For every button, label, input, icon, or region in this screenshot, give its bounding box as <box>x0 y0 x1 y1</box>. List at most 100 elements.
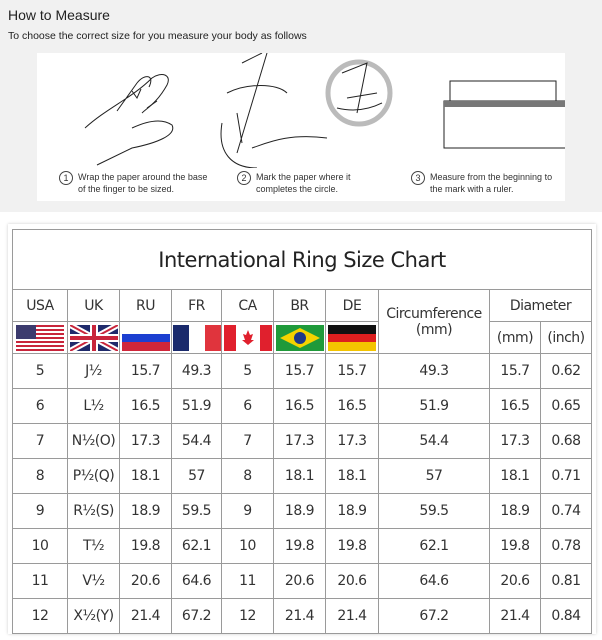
cell-ca: 12 <box>221 598 274 634</box>
step-number: 2 <box>237 171 251 185</box>
cell-diameter-mm: 19.8 <box>489 528 541 564</box>
canada-flag <box>221 321 274 354</box>
cell-ru: 21.4 <box>119 598 172 634</box>
cell-uk: X½(Y) <box>67 598 120 634</box>
cell-diameter-inch: 0.65 <box>540 388 592 424</box>
cell-br: 18.9 <box>273 493 326 529</box>
chart-title: International Ring Size Chart <box>12 229 592 290</box>
cell-br: 21.4 <box>273 598 326 634</box>
cell-usa: 6 <box>12 388 68 424</box>
cell-circumference: 49.3 <box>378 353 490 389</box>
cell-ca: 8 <box>221 458 274 494</box>
cell-diameter-inch: 0.84 <box>540 598 592 634</box>
cell-de: 20.6 <box>325 563 379 599</box>
cell-diameter-mm: 18.9 <box>489 493 541 529</box>
cell-fr: 64.6 <box>171 563 222 599</box>
cell-usa: 10 <box>12 528 68 564</box>
cell-uk: N½(O) <box>67 423 120 459</box>
germany-flag <box>325 321 379 354</box>
header-diameter-mm: (mm) <box>489 321 541 354</box>
step-2: 2 Mark the paper where it completes the … <box>237 171 377 195</box>
cell-ru: 20.6 <box>119 563 172 599</box>
cell-br: 19.8 <box>273 528 326 564</box>
cell-uk: J½ <box>67 353 120 389</box>
cell-fr: 67.2 <box>171 598 222 634</box>
header-de: DE <box>325 289 379 322</box>
cell-diameter-mm: 15.7 <box>489 353 541 389</box>
cell-de: 18.1 <box>325 458 379 494</box>
step-number: 3 <box>411 171 425 185</box>
cell-diameter-mm: 21.4 <box>489 598 541 634</box>
cell-circumference: 67.2 <box>378 598 490 634</box>
step-text: Wrap the paper around the base of the fi… <box>78 172 208 194</box>
table-row: 12 X½(Y) 21.4 67.2 12 21.4 21.4 67.2 21.4 0.84 <box>12 598 592 634</box>
circumference-label: Circumference <box>386 305 482 322</box>
cell-usa: 12 <box>12 598 68 634</box>
cell-de: 17.3 <box>325 423 379 459</box>
cell-ca: 5 <box>221 353 274 389</box>
cell-uk: P½(Q) <box>67 458 120 494</box>
cell-usa: 9 <box>12 493 68 529</box>
cell-usa: 11 <box>12 563 68 599</box>
step-text: Mark the paper where it completes the ci… <box>256 172 351 194</box>
france-flag <box>171 321 222 354</box>
table-row: 11 V½ 20.6 64.6 11 20.6 20.6 64.6 20.6 0.81 <box>12 563 592 599</box>
cell-uk: R½(S) <box>67 493 120 529</box>
table-row: 9 R½(S) 18.9 59.5 9 18.9 18.9 59.5 18.9 0.74 <box>12 493 592 529</box>
cell-ca: 6 <box>221 388 274 424</box>
step-3: 3 Measure from the beginning to the mark… <box>411 171 561 195</box>
cell-fr: 54.4 <box>171 423 222 459</box>
cell-usa: 7 <box>12 423 68 459</box>
header-ru: RU <box>119 289 172 322</box>
cell-circumference: 57 <box>378 458 490 494</box>
uk-flag <box>67 321 120 354</box>
cell-br: 15.7 <box>273 353 326 389</box>
cell-diameter-inch: 0.71 <box>540 458 592 494</box>
cell-uk: V½ <box>67 563 120 599</box>
cell-diameter-inch: 0.62 <box>540 353 592 389</box>
header-ca: CA <box>221 289 274 322</box>
brazil-flag <box>273 321 326 354</box>
step-text: Measure from the beginning to the mark w… <box>430 172 553 194</box>
cell-de: 19.8 <box>325 528 379 564</box>
cell-fr: 49.3 <box>171 353 222 389</box>
header-uk: UK <box>67 289 120 322</box>
table-row: 8 P½(Q) 18.1 57 8 18.1 18.1 57 18.1 0.71 <box>12 458 592 494</box>
step-number: 1 <box>59 171 73 185</box>
cell-diameter-mm: 17.3 <box>489 423 541 459</box>
cell-ru: 18.9 <box>119 493 172 529</box>
cell-fr: 59.5 <box>171 493 222 529</box>
cell-uk: L½ <box>67 388 120 424</box>
section-title: How to Measure <box>8 7 110 23</box>
cell-de: 21.4 <box>325 598 379 634</box>
cell-circumference: 64.6 <box>378 563 490 599</box>
russia-flag <box>119 321 172 354</box>
cell-circumference: 62.1 <box>378 528 490 564</box>
cell-ru: 17.3 <box>119 423 172 459</box>
cell-de: 16.5 <box>325 388 379 424</box>
cell-br: 20.6 <box>273 563 326 599</box>
cell-ru: 18.1 <box>119 458 172 494</box>
header-circumference: Circumference (mm) <box>378 289 490 354</box>
cell-diameter-mm: 18.1 <box>489 458 541 494</box>
cell-diameter-mm: 20.6 <box>489 563 541 599</box>
cell-diameter-inch: 0.81 <box>540 563 592 599</box>
cell-uk: T½ <box>67 528 120 564</box>
cell-diameter-inch: 0.68 <box>540 423 592 459</box>
cell-br: 16.5 <box>273 388 326 424</box>
cell-ru: 19.8 <box>119 528 172 564</box>
table-row: 6 L½ 16.5 51.9 6 16.5 16.5 51.9 16.5 0.65 <box>12 388 592 424</box>
ring-size-table: International Ring Size Chart USA UK RU … <box>12 229 592 634</box>
cell-usa: 8 <box>12 458 68 494</box>
table-row: 5 J½ 15.7 49.3 5 15.7 15.7 49.3 15.7 0.62 <box>12 353 592 389</box>
cell-diameter-inch: 0.78 <box>540 528 592 564</box>
header-br: BR <box>273 289 326 322</box>
cell-fr: 62.1 <box>171 528 222 564</box>
measure-illustration: 1 Wrap the paper around the base of the … <box>37 52 567 201</box>
how-to-measure-section: How to Measure To choose the correct siz… <box>0 0 602 212</box>
circumference-unit: (mm) <box>415 321 453 338</box>
cell-diameter-inch: 0.74 <box>540 493 592 529</box>
table-row: 7 N½(O) 17.3 54.4 7 17.3 17.3 54.4 17.3 0.68 <box>12 423 592 459</box>
cell-usa: 5 <box>12 353 68 389</box>
step-1: 1 Wrap the paper around the base of the … <box>59 171 209 195</box>
